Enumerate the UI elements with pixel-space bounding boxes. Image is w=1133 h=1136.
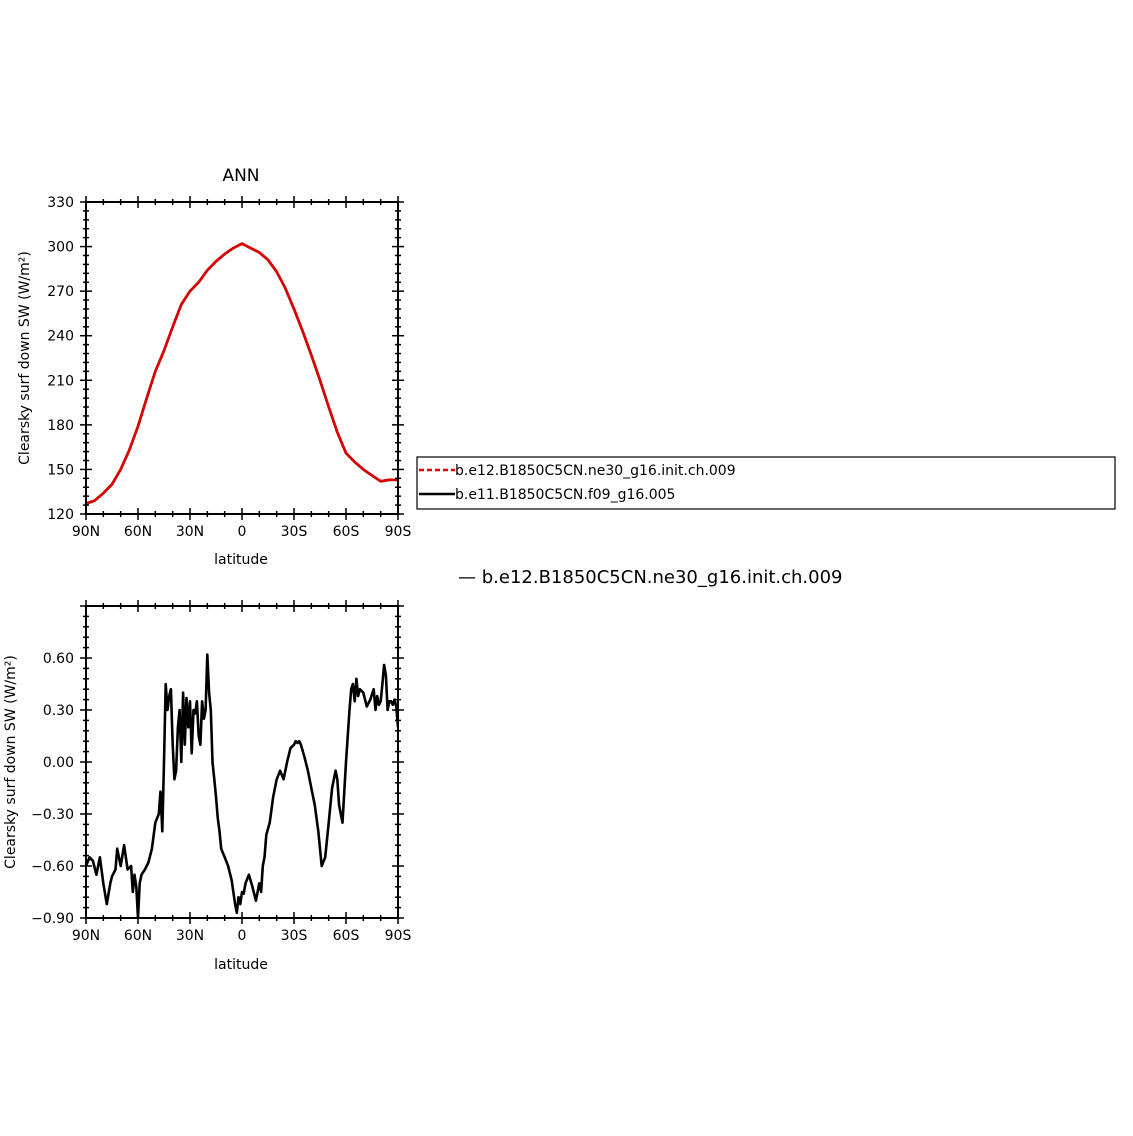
legend-frame bbox=[416, 456, 1116, 510]
top-panel-title: ANN bbox=[222, 166, 259, 186]
y-tick-label: 300 bbox=[47, 240, 74, 256]
x-tick-label: 90S bbox=[385, 524, 412, 540]
y-tick-label: −0.90 bbox=[31, 911, 74, 927]
x-tick-label: 90S bbox=[385, 928, 412, 944]
bottom-panel-ticks: 90N 60N 30N 0 30S 60S 90S −0.90 −0.60 −0.30 0.00 0.… bbox=[31, 600, 411, 944]
x-tick-label: 60N bbox=[124, 928, 152, 944]
legend-label-series-1: b.e12.B1850C5CN.ne30_g16.init.ch.009 bbox=[455, 463, 736, 479]
legend: b.e12.B1850C5CN.ne30_g16.init.ch.009 b.e… bbox=[416, 456, 1116, 510]
x-tick-label: 90N bbox=[72, 928, 100, 944]
y-tick-label: 0.00 bbox=[43, 755, 74, 771]
top-panel: ANN 90N 60N 30N 0 30S 60S 90S 120 150 180 210 240 27… bbox=[17, 166, 411, 568]
top-panel-curves bbox=[85, 242, 398, 505]
x-tick-label: 90N bbox=[72, 524, 100, 540]
y-tick-label: 180 bbox=[47, 418, 74, 434]
bottom-panel-frame bbox=[85, 605, 399, 919]
x-tick-label: 30N bbox=[176, 524, 204, 540]
bottom-panel: 90N 60N 30N 0 30S 60S 90S −0.90 −0.60 −0.30 0.00 0.… bbox=[3, 600, 411, 973]
bottom-panel-xlabel: latitude bbox=[214, 957, 268, 973]
y-tick-label: 0.60 bbox=[43, 651, 74, 667]
x-tick-label: 30S bbox=[281, 928, 308, 944]
series-note: — b.e12.B1850C5CN.ne30_g16.init.ch.009 bbox=[458, 567, 843, 588]
bottom-panel-ylabel: Clearsky surf down SW (W/m²) bbox=[3, 655, 19, 869]
y-tick-label: 210 bbox=[47, 373, 74, 389]
y-tick-label: −0.60 bbox=[31, 859, 74, 875]
top-panel-xlabel: latitude bbox=[214, 552, 268, 568]
y-tick-label: 0.30 bbox=[43, 703, 74, 719]
y-tick-label: −0.30 bbox=[31, 807, 74, 823]
x-tick-label: 0 bbox=[238, 524, 247, 540]
y-tick-label: 120 bbox=[47, 507, 74, 523]
y-tick-label: 270 bbox=[47, 284, 74, 300]
top-panel-ylabel: Clearsky surf down SW (W/m²) bbox=[17, 251, 33, 465]
legend-label-series-2: b.e11.B1850C5CN.f09_g16.005 bbox=[455, 487, 675, 503]
x-tick-label: 60S bbox=[333, 928, 360, 944]
x-tick-label: 0 bbox=[238, 928, 247, 944]
series-line-1 bbox=[86, 653, 398, 918]
x-tick-label: 30S bbox=[281, 524, 308, 540]
x-tick-label: 60N bbox=[124, 524, 152, 540]
y-tick-label: 150 bbox=[47, 462, 74, 478]
x-tick-label: 30N bbox=[176, 928, 204, 944]
y-tick-label: 330 bbox=[47, 195, 74, 211]
top-panel-frame bbox=[85, 201, 399, 515]
x-tick-label: 60S bbox=[333, 524, 360, 540]
series-line-2 bbox=[85, 242, 398, 505]
top-panel-ticks: 90N 60N 30N 0 30S 60S 90S 120 150 180 210 240 270 300… bbox=[47, 195, 411, 540]
y-tick-label: 240 bbox=[47, 329, 74, 345]
bottom-panel-curves bbox=[86, 653, 398, 918]
series-line-1 bbox=[85, 242, 398, 505]
